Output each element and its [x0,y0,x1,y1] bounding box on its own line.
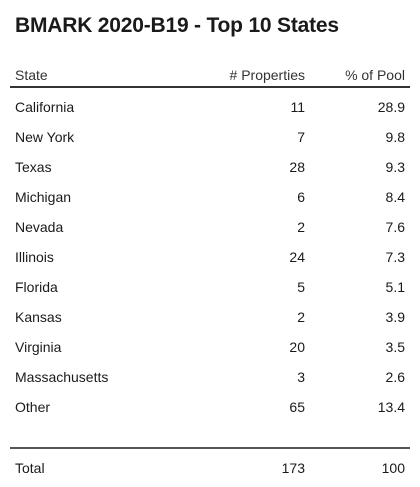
table-row: Illinois 24 7.3 [10,242,410,272]
table-row: Massachusetts 3 2.6 [10,362,410,392]
table-spacer [10,422,410,447]
table-row: Kansas 2 3.9 [10,302,410,332]
state-cell: Kansas [15,309,62,325]
properties-cell: 7 [297,129,305,145]
header-state: State [15,67,48,83]
state-cell: New York [15,129,75,145]
properties-cell: 11 [290,99,305,115]
state-cell: Other [15,399,51,415]
table-header: State # Properties % of Pool [10,64,410,88]
page-title: BMARK 2020-B19 - Top 10 States [15,14,339,37]
table-body: California 11 28.9 New York 7 9.8 Texas … [10,88,410,422]
state-cell: Illinois [15,249,54,265]
total-properties: 173 [281,460,305,476]
state-cell: Nevada [15,219,64,235]
pct-cell: 2.6 [385,369,405,385]
pct-cell: 9.3 [385,159,405,175]
total-divider [10,447,410,449]
properties-cell: 3 [297,369,305,385]
properties-cell: 65 [289,399,305,415]
properties-cell: 28 [289,159,305,175]
total-row: Total 173 100 [10,453,410,483]
state-cell: Massachusetts [15,369,109,385]
total-pct: 100 [381,460,405,476]
table-row: Virginia 20 3.5 [10,332,410,362]
properties-cell: 20 [289,339,305,355]
pct-cell: 8.4 [385,189,405,205]
state-cell: Florida [15,279,58,295]
pct-cell: 7.3 [385,249,405,265]
total-label: Total [15,460,45,476]
pct-cell: 7.6 [385,219,405,235]
table-row: Michigan 6 8.4 [10,182,410,212]
properties-cell: 2 [297,219,305,235]
table-row: Texas 28 9.3 [10,152,410,182]
properties-cell: 6 [297,189,305,205]
state-cell: California [15,99,75,115]
table-row: California 11 28.9 [10,92,410,122]
table-row: Other 65 13.4 [10,392,410,422]
pct-cell: 3.5 [385,339,405,355]
pct-cell: 3.9 [385,309,405,325]
table-row: Nevada 2 7.6 [10,212,410,242]
pct-cell: 13.4 [377,399,405,415]
table-row: New York 7 9.8 [10,122,410,152]
pct-cell: 28.9 [377,99,405,115]
properties-cell: 2 [297,309,305,325]
properties-cell: 5 [297,279,305,295]
table-row: Florida 5 5.1 [10,272,410,302]
pct-cell: 9.8 [385,129,405,145]
properties-cell: 24 [289,249,305,265]
header-properties: # Properties [229,67,305,83]
state-cell: Michigan [15,189,72,205]
state-cell: Virginia [15,339,62,355]
pct-cell: 5.1 [385,279,405,295]
state-cell: Texas [15,159,52,175]
states-table: State # Properties % of Pool California … [10,64,410,483]
header-pct-of-pool: % of Pool [345,67,405,83]
